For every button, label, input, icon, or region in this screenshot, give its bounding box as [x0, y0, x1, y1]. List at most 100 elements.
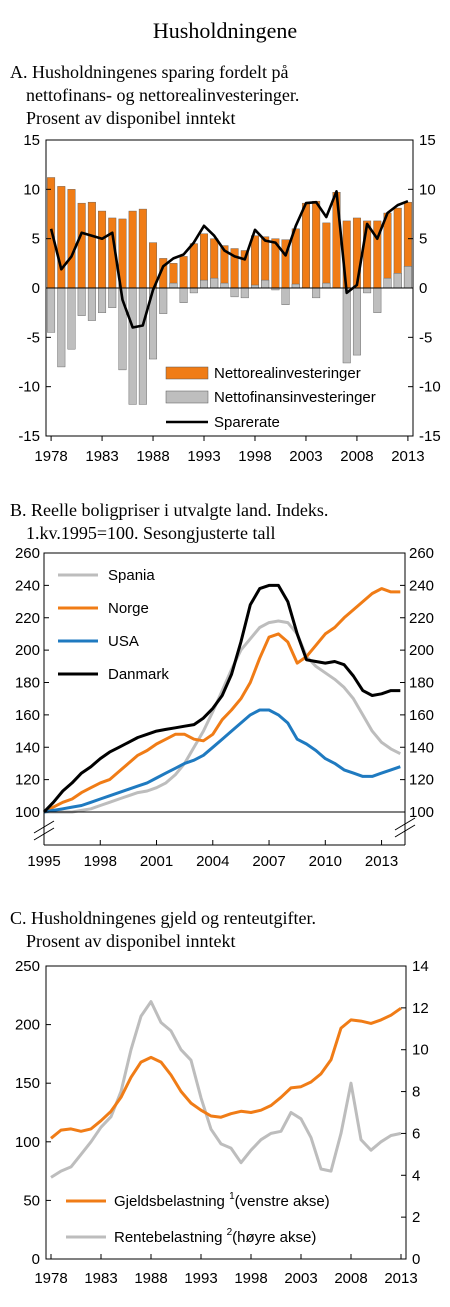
y-tick-label: -15 — [18, 428, 40, 445]
bar-nettofinans — [342, 287, 351, 364]
bar-nettoreal — [189, 243, 198, 289]
bar-nettoreal — [179, 256, 188, 289]
y-tick-label: 160 — [15, 707, 40, 724]
x-tick-label: 1998 — [84, 853, 117, 870]
bar-nettofinans — [383, 277, 392, 289]
page-title: Husholdningene — [153, 18, 297, 43]
legend-label-danmark: Danmark — [108, 666, 169, 683]
y2-tick-label: 15 — [419, 132, 436, 149]
panel-a-sparing: A. Husholdningenes sparing fordelt på net… — [10, 62, 441, 465]
bar-nettofinans — [312, 287, 321, 299]
x-tick-label: 1998 — [234, 1270, 267, 1287]
bar-nettoreal — [128, 210, 137, 289]
y-tick-label: 15 — [23, 132, 40, 149]
y2-tick-label: 240 — [409, 577, 434, 594]
y2-tick-label: 0 — [412, 1251, 420, 1268]
legend-label-main: Gjeldsbelastning — [114, 1193, 229, 1210]
y2-tick-label: 100 — [409, 804, 434, 821]
x-tick-label: 2003 — [289, 448, 322, 465]
bar-nettofinans — [352, 287, 361, 356]
chart-title-line: Prosent av disponibel inntekt — [26, 108, 235, 128]
bar-nettofinans — [77, 287, 86, 316]
y2-tick-label: 200 — [409, 642, 434, 659]
legend-footnote-mark: 1 — [229, 1191, 235, 1202]
y-tick-label: -5 — [27, 329, 40, 346]
y-tick-label: 100 — [15, 804, 40, 821]
y2-tick-label: 120 — [409, 772, 434, 789]
bar-nettoreal — [312, 200, 321, 289]
legend-label-nettoreal: Nettorealinvesteringer — [214, 365, 361, 382]
legend-label-rentebelastning: Rentebelastning 2(høyre akse) — [114, 1227, 316, 1246]
bar-nettofinans — [159, 287, 168, 314]
panel-c-gjeld: C. Husholdningenes gjeld og renteutgifte… — [10, 908, 429, 1287]
legend-label-norge: Norge — [108, 600, 149, 617]
series-line-usa — [43, 708, 401, 814]
y2-tick-label: 220 — [409, 610, 434, 627]
legend-axis-note: (høyre akse) — [232, 1229, 316, 1246]
x-tick-label: 1988 — [136, 448, 169, 465]
legend-axis-note: (venstre akse) — [235, 1193, 330, 1210]
bar-nettoreal — [383, 212, 392, 289]
axis-break-mark — [394, 824, 416, 838]
y2-tick-label: 10 — [412, 1042, 429, 1059]
y-tick-label: 250 — [15, 958, 40, 975]
x-tick-label: 1995 — [27, 853, 60, 870]
series-line-norge — [43, 587, 401, 814]
chart-title-line: Prosent av disponibel inntekt — [26, 931, 235, 951]
y2-tick-label: 6 — [412, 1125, 420, 1142]
x-tick-label: 2004 — [196, 853, 229, 870]
x-tick-label: 2013 — [391, 448, 424, 465]
x-tick-label: 2003 — [284, 1270, 317, 1287]
axis-break-mark — [394, 817, 416, 831]
legend-swatch-nettofinans — [165, 390, 209, 404]
y-tick-label: 10 — [23, 181, 40, 198]
bar-nettoreal — [138, 208, 147, 289]
x-tick-label: 2001 — [140, 853, 173, 870]
bar-nettofinans — [108, 287, 117, 308]
x-tick-label: 1988 — [134, 1270, 167, 1287]
x-tick-label: 1978 — [34, 448, 67, 465]
bar-nettofinans — [322, 282, 331, 289]
plot-frame — [45, 965, 407, 1260]
series-line-danmark — [42, 583, 401, 814]
legend-label-sparerate: Sparerate — [214, 414, 280, 431]
y2-tick-label: -5 — [419, 329, 432, 346]
y-tick-label: 240 — [15, 577, 40, 594]
legend-label-nettofinans: Nettofinansinvesteringer — [214, 389, 376, 406]
bar-nettoreal — [251, 235, 259, 289]
chart-title-line: nettofinans- og nettorealinvesteringer. — [26, 85, 299, 105]
axis-break-mark — [33, 827, 55, 841]
bar-nettofinans — [393, 273, 402, 289]
y2-tick-label: 14 — [412, 958, 429, 975]
chart-title-line: 1.kv.1995=100. Sesongjusterte tall — [26, 523, 275, 543]
x-tick-label: 1983 — [84, 1270, 117, 1287]
panel-b-boligpriser: B. Reelle boligpriser i utvalgte land. I… — [10, 500, 434, 870]
y-tick-label: 180 — [15, 675, 40, 692]
legend-label-gjeldsbelastning: Gjeldsbelastning 1(venstre akse) — [114, 1191, 330, 1210]
bar-nettoreal — [200, 233, 208, 289]
x-tick-label: 2010 — [309, 853, 342, 870]
legend-label-spania: Spania — [108, 567, 155, 584]
y-tick-label: 100 — [15, 1134, 40, 1151]
y2-tick-label: 2 — [412, 1209, 420, 1226]
bar-nettofinans — [47, 287, 56, 333]
legend-label-main: Rentebelastning — [114, 1229, 227, 1246]
y-tick-label: 260 — [15, 545, 40, 562]
bar-nettofinans — [220, 282, 229, 289]
x-tick-label: 1993 — [184, 1270, 217, 1287]
x-tick-label: 2008 — [334, 1270, 367, 1287]
bar-nettoreal — [301, 202, 310, 289]
x-tick-label: 2008 — [340, 448, 373, 465]
x-tick-label: 1993 — [187, 448, 220, 465]
bar-nettofinans — [67, 287, 76, 350]
x-tick-label: 2013 — [365, 853, 398, 870]
y-tick-label: 220 — [15, 610, 40, 627]
axis-break-mark — [33, 820, 55, 834]
series-line-spania — [44, 619, 401, 814]
bar-nettoreal — [87, 201, 96, 289]
y2-tick-label: 180 — [409, 675, 434, 692]
bar-nettofinans — [169, 282, 178, 289]
bar-nettofinans — [189, 287, 198, 294]
chart-title-line: B. Reelle boligpriser i utvalgte land. I… — [10, 500, 328, 520]
